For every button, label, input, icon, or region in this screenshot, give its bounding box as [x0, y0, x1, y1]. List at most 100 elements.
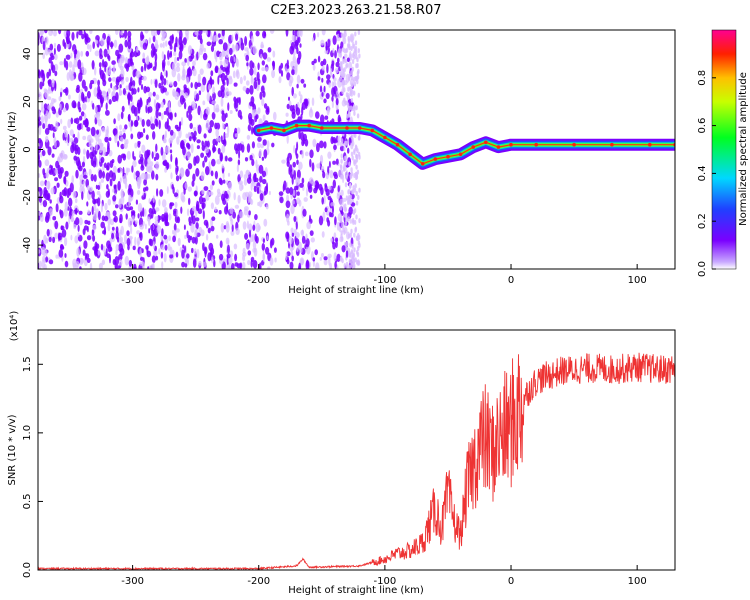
- noise-speckle-dot: [76, 31, 79, 39]
- noise-speckle-dot: [59, 210, 64, 219]
- noise-speckle-dot: [225, 122, 229, 127]
- noise-speckle-dot: [225, 193, 229, 199]
- noise-speckle-dot: [234, 262, 239, 267]
- noise-speckle-dot: [73, 223, 77, 230]
- noise-speckle-dot: [228, 75, 233, 80]
- noise-speckle-dot: [348, 73, 351, 79]
- noise-speckle-dot: [187, 105, 192, 115]
- noise-speckle-dot: [163, 54, 166, 61]
- noise-speckle-dot: [358, 187, 361, 193]
- noise-speckle-dot: [303, 197, 308, 202]
- noise-speckle-dot: [77, 101, 81, 110]
- noise-speckle-dot: [317, 31, 320, 38]
- noise-speckle-dot: [323, 42, 327, 48]
- noise-speckle-dot: [100, 243, 104, 251]
- noise-speckle-dot: [266, 182, 268, 192]
- noise-speckle-dot: [135, 70, 140, 78]
- noise-speckle-dot: [160, 251, 164, 259]
- noise-speckle-dot: [229, 207, 234, 215]
- noise-speckle-dot: [83, 113, 87, 120]
- noise-speckle-dot: [321, 77, 324, 83]
- noise-speckle-dot: [137, 131, 142, 140]
- noise-speckle-dot: [343, 161, 347, 167]
- noise-speckle-dot: [38, 239, 41, 245]
- noise-speckle-dot: [173, 51, 177, 57]
- y-tick-label: -40: [22, 237, 33, 253]
- noise-speckle-dot: [227, 244, 230, 254]
- noise-speckle-dot: [231, 224, 234, 232]
- noise-speckle-dot: [211, 100, 217, 105]
- noise-speckle-dot: [104, 64, 107, 73]
- noise-speckle-dot: [169, 149, 173, 154]
- noise-speckle-dot: [205, 194, 210, 201]
- noise-speckle-dot: [305, 187, 309, 197]
- noise-speckle-dot: [129, 206, 134, 211]
- noise-speckle-dot: [246, 220, 249, 229]
- noise-speckle-dot: [60, 118, 63, 125]
- noise-speckle-dot: [325, 172, 329, 180]
- noise-speckle-dot: [340, 41, 344, 49]
- noise-speckle-dot: [112, 195, 117, 202]
- noise-speckle-dot: [172, 131, 176, 139]
- noise-speckle-dot: [352, 254, 355, 259]
- noise-speckle-dot: [352, 219, 355, 225]
- noise-speckle-dot: [194, 190, 198, 197]
- noise-speckle-dot: [349, 219, 353, 224]
- noise-speckle-dot: [72, 64, 75, 75]
- noise-speckle-dot: [39, 180, 45, 187]
- noise-speckle-dot: [219, 60, 223, 66]
- noise-speckle-dot: [81, 191, 84, 201]
- noise-speckle-dot: [222, 66, 226, 72]
- noise-speckle-dot: [154, 52, 158, 62]
- noise-speckle-dot: [278, 76, 282, 84]
- noise-speckle-dot: [119, 84, 122, 89]
- noise-speckle-dot: [194, 235, 198, 245]
- noise-speckle-dot: [325, 41, 328, 50]
- noise-speckle-dot: [213, 34, 219, 42]
- noise-speckle-dot: [145, 86, 151, 93]
- noise-speckle-dot: [176, 165, 179, 172]
- noise-speckle-dot: [42, 200, 48, 208]
- noise-speckle-dot: [83, 174, 88, 179]
- noise-speckle-dot: [191, 236, 196, 244]
- noise-speckle-dot: [340, 153, 343, 159]
- noise-speckle-dot: [170, 50, 172, 56]
- noise-speckle-dot: [67, 118, 71, 129]
- noise-speckle-dot: [107, 88, 111, 94]
- noise-speckle-dot: [184, 245, 186, 254]
- noise-speckle-dot: [68, 69, 72, 79]
- noise-speckle-dot: [324, 115, 329, 120]
- noise-speckle-dot: [43, 103, 48, 110]
- noise-speckle-dot: [250, 75, 254, 85]
- noise-speckle-dot: [356, 70, 360, 76]
- noise-speckle-dot: [260, 44, 265, 49]
- noise-speckle-dot: [194, 229, 198, 238]
- noise-speckle-dot: [353, 160, 356, 166]
- noise-speckle-dot: [181, 74, 186, 81]
- noise-speckle-dot: [142, 57, 146, 64]
- noise-speckle-dot: [69, 137, 74, 143]
- noise-speckle-dot: [54, 42, 56, 48]
- noise-speckle-dot: [98, 262, 103, 269]
- noise-speckle-dot: [133, 266, 137, 269]
- noise-speckle-dot: [102, 91, 107, 98]
- noise-speckle-dot: [130, 133, 134, 140]
- colorbar-tick-label: 0.2: [697, 213, 708, 229]
- noise-speckle-dot: [210, 170, 214, 177]
- noise-speckle-dot: [111, 76, 117, 82]
- noise-speckle-dot: [149, 62, 153, 69]
- noise-speckle-dot: [209, 184, 213, 191]
- noise-speckle-dot: [336, 253, 341, 262]
- noise-speckle-dot: [346, 113, 349, 119]
- noise-speckle-dot: [299, 43, 302, 48]
- noise-speckle-dot: [168, 235, 172, 242]
- noise-speckle-dot: [245, 87, 250, 95]
- noise-speckle-dot: [204, 247, 207, 258]
- x-tick-label: -200: [247, 576, 270, 587]
- noise-speckle-dot: [58, 235, 62, 241]
- noise-speckle-dot: [323, 258, 328, 266]
- noise-speckle-dot: [323, 85, 326, 93]
- noise-speckle-dot: [271, 69, 276, 79]
- noise-speckle-dot: [206, 92, 211, 102]
- noise-speckle-dot: [144, 223, 147, 230]
